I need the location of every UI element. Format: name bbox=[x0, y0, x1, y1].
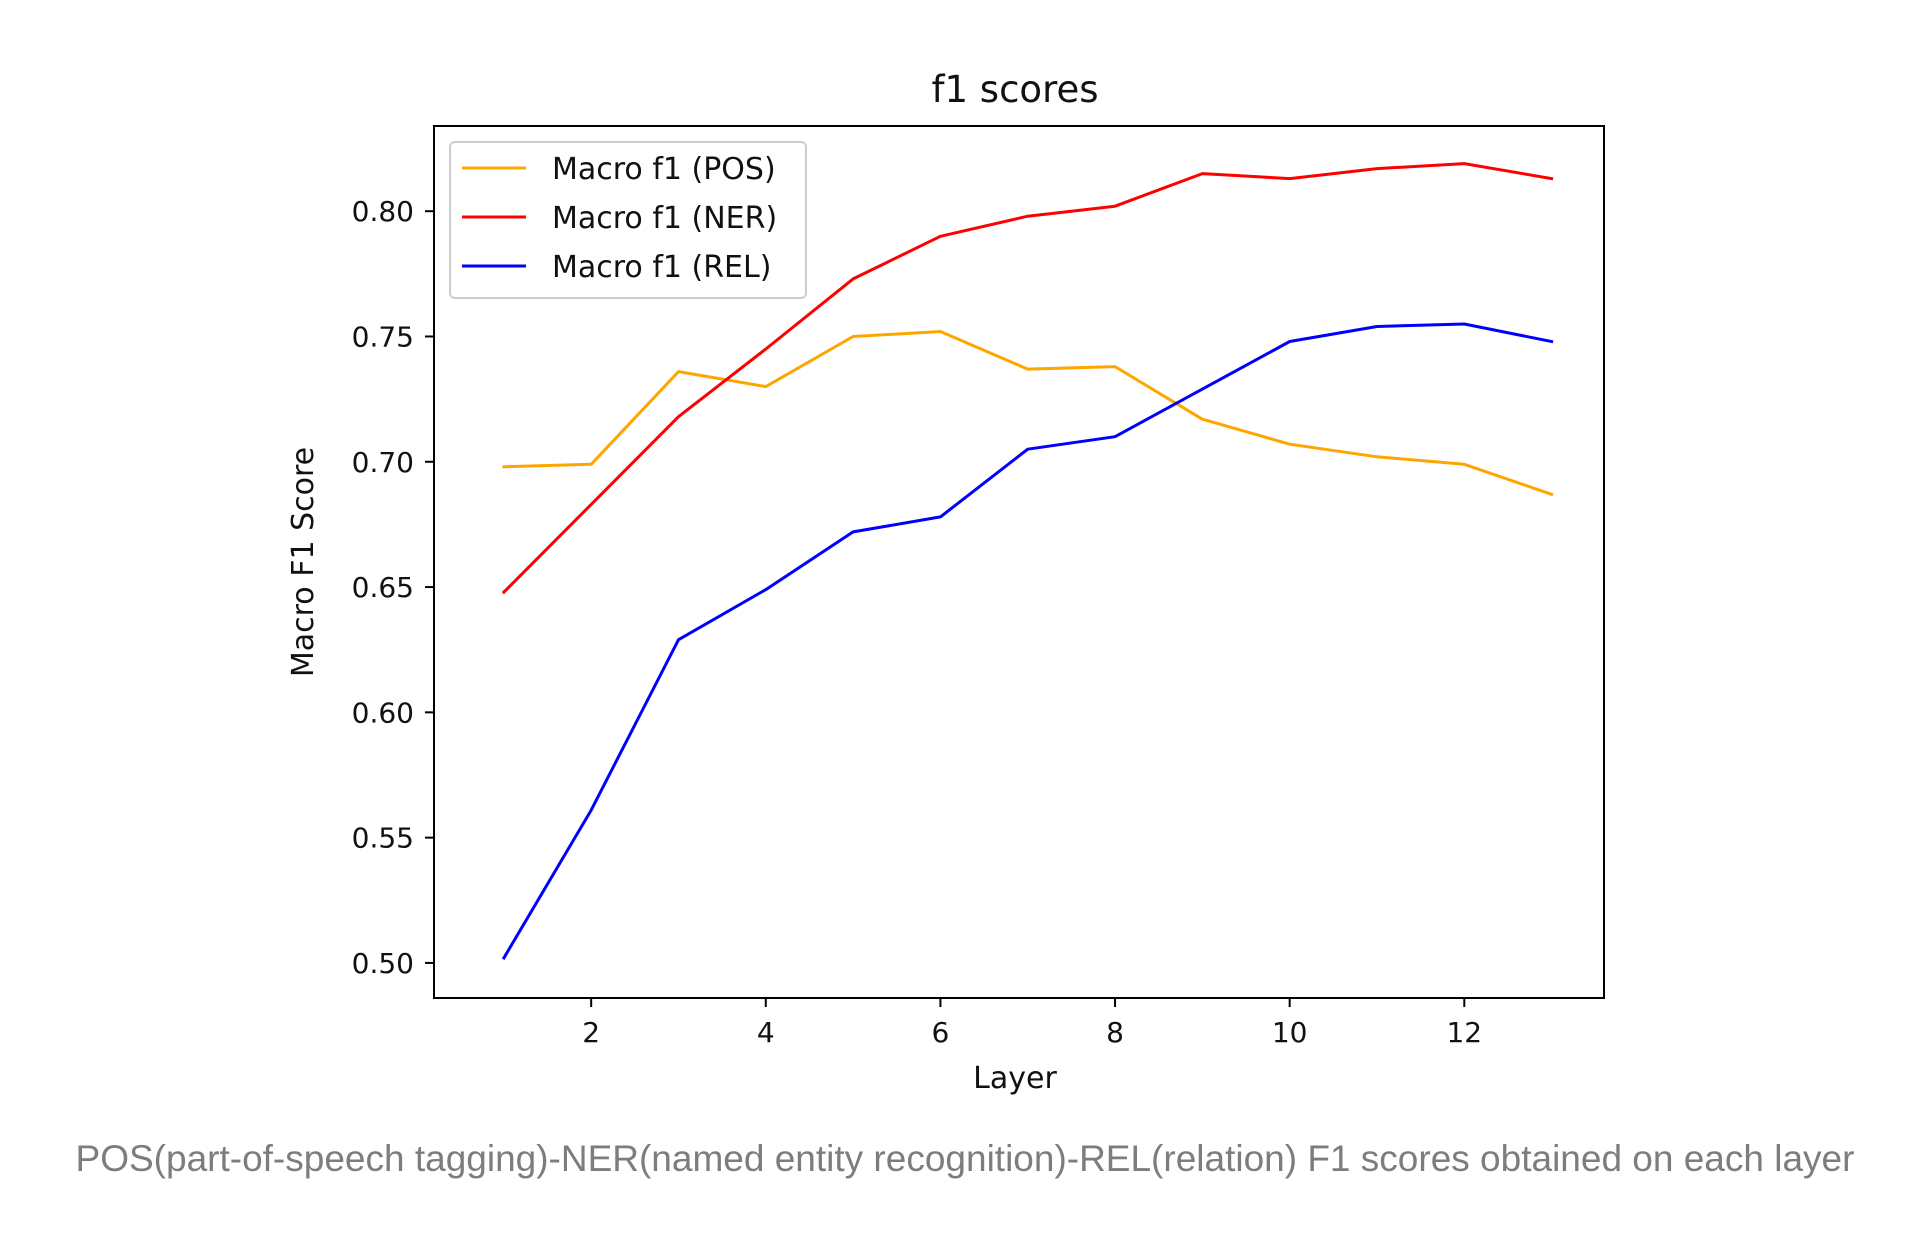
legend-label: Macro f1 (REL) bbox=[552, 250, 771, 285]
y-tick-label: 0.50 bbox=[352, 947, 414, 980]
chart-title: f1 scores bbox=[931, 68, 1098, 111]
y-tick-label: 0.75 bbox=[352, 320, 414, 353]
x-tick-label: 12 bbox=[1446, 1016, 1482, 1049]
y-axis-label: Macro F1 Score bbox=[286, 447, 321, 677]
x-tick-label: 6 bbox=[932, 1016, 950, 1049]
legend: Macro f1 (POS) Macro f1 (NER) Macro f1 (RE… bbox=[450, 142, 806, 298]
x-tick-label: 2 bbox=[582, 1016, 600, 1049]
x-tick-label: 10 bbox=[1272, 1016, 1308, 1049]
figure-caption: POS(part-of-speech tagging)-NER(named en… bbox=[60, 1130, 1870, 1187]
x-tick-label: 8 bbox=[1106, 1016, 1124, 1049]
series-line-macro-f1-pos bbox=[504, 332, 1552, 495]
y-axis: 0.50 0.55 0.60 0.65 0.70 0.75 0.80 bbox=[352, 195, 434, 980]
y-tick-label: 0.65 bbox=[352, 571, 414, 604]
x-axis-label: Layer bbox=[973, 1061, 1057, 1096]
series-line-macro-f1-rel bbox=[504, 324, 1552, 958]
x-axis: 2 4 6 8 10 12 bbox=[582, 998, 1482, 1049]
y-tick-label: 0.55 bbox=[352, 822, 414, 855]
y-tick-label: 0.70 bbox=[352, 446, 414, 479]
y-tick-label: 0.60 bbox=[352, 696, 414, 729]
x-tick-label: 4 bbox=[757, 1016, 775, 1049]
legend-label: Macro f1 (NER) bbox=[552, 201, 777, 236]
y-tick-label: 0.80 bbox=[352, 195, 414, 228]
legend-label: Macro f1 (POS) bbox=[552, 152, 776, 187]
